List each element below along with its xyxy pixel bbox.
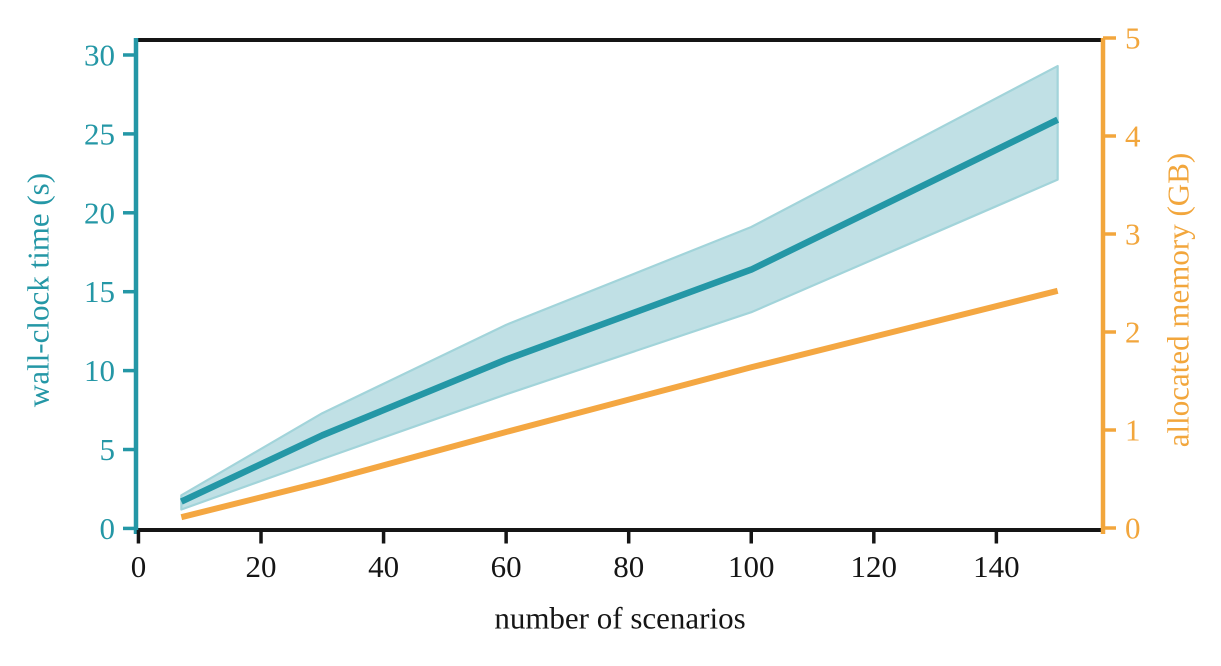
- left-axis-tick-label: 30: [84, 37, 115, 72]
- left-axis-tick-label: 25: [84, 116, 115, 151]
- right-axis-tick-label: 4: [1125, 119, 1141, 154]
- x-axis-tick-label: 20: [246, 549, 277, 584]
- x-axis-tick-label: 0: [131, 549, 147, 584]
- right-axis-tick-label: 5: [1125, 21, 1141, 56]
- left-axis-tick-label: 10: [84, 353, 115, 388]
- x-axis-tick-label: 80: [613, 549, 644, 584]
- x-axis-tick-label: 120: [851, 549, 898, 584]
- right-y-axis-title: allocated memory (GB): [1160, 152, 1196, 448]
- left-axis-tick-label: 0: [100, 511, 116, 546]
- confidence-band: [180, 64, 1059, 511]
- right-axis-tick-label: 2: [1125, 315, 1141, 350]
- allocated-memory-line: [180, 287, 1059, 521]
- x-axis-tick-label: 40: [368, 549, 399, 584]
- right-axis-tick-label: 1: [1125, 413, 1141, 448]
- x-axis-tick-label: 140: [973, 549, 1020, 584]
- right-axis-tick-label: 3: [1125, 217, 1141, 252]
- x-axis-tick-label: 100: [728, 549, 775, 584]
- left-axis-tick-label: 15: [84, 274, 115, 309]
- left-axis-tick-label: 20: [84, 195, 115, 230]
- x-axis-tick-label: 60: [491, 549, 522, 584]
- wall-clock-time-line: [179, 116, 1060, 505]
- x-axis-title: number of scenarios: [494, 600, 746, 636]
- right-axis-tick-label: 0: [1125, 511, 1141, 546]
- left-y-axis-title: wall-clock time (s): [20, 172, 56, 408]
- left-axis-tick-label: 5: [100, 432, 116, 467]
